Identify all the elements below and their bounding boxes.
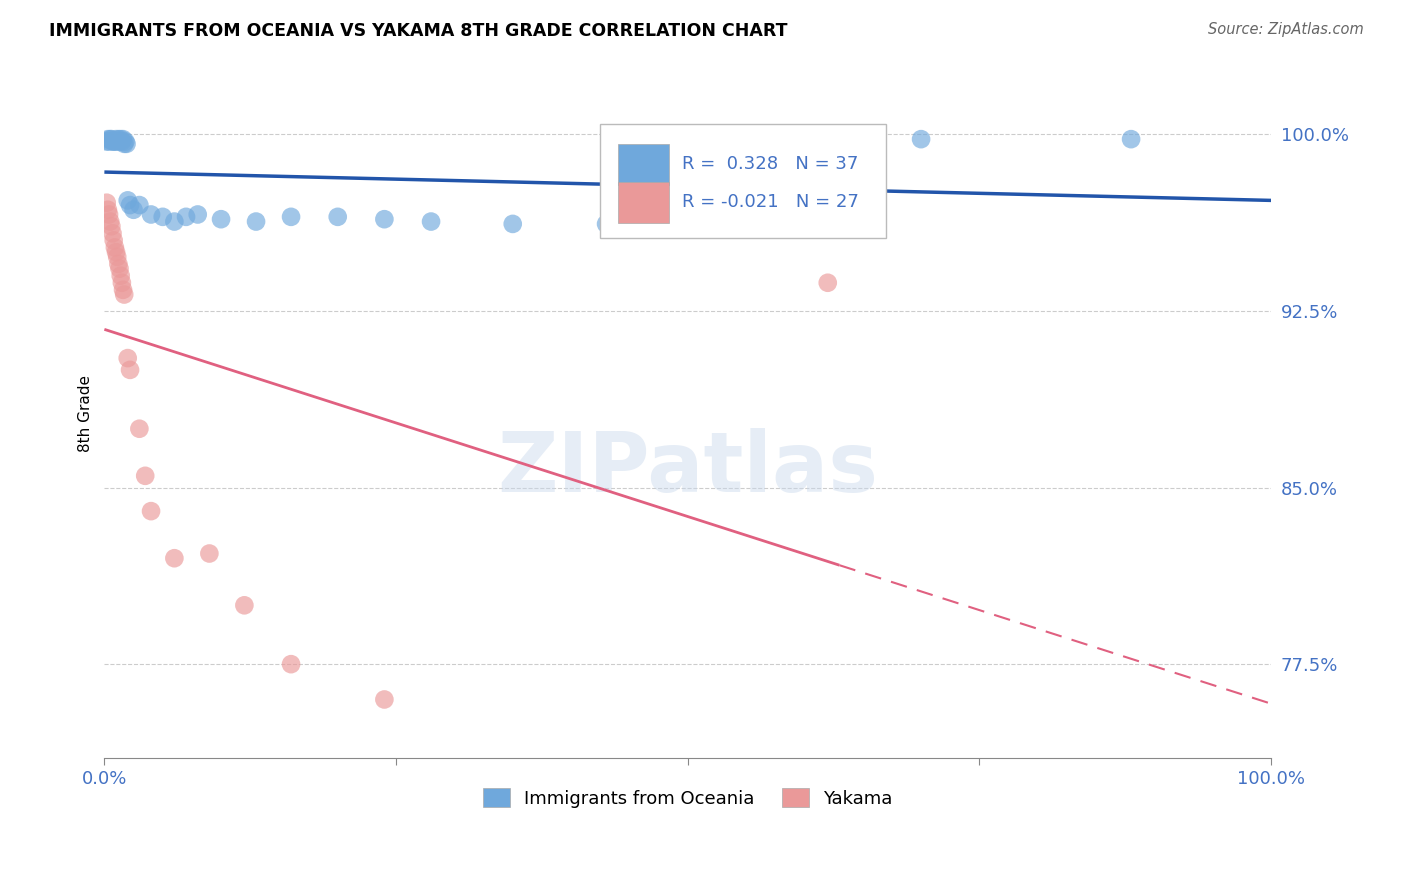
- Text: IMMIGRANTS FROM OCEANIA VS YAKAMA 8TH GRADE CORRELATION CHART: IMMIGRANTS FROM OCEANIA VS YAKAMA 8TH GR…: [49, 22, 787, 40]
- Point: [163, 214, 186, 228]
- Point: [96, 135, 118, 149]
- Point: [174, 210, 197, 224]
- Point: [128, 198, 150, 212]
- Point: [117, 194, 139, 208]
- Point: [502, 217, 524, 231]
- Y-axis label: 8th Grade: 8th Grade: [79, 375, 93, 452]
- Point: [97, 132, 120, 146]
- Legend: Immigrants from Oceania, Yakama: Immigrants from Oceania, Yakama: [475, 781, 900, 815]
- Point: [128, 422, 150, 436]
- Point: [910, 132, 932, 146]
- Point: [152, 210, 174, 224]
- Point: [373, 212, 395, 227]
- Point: [103, 135, 125, 149]
- Point: [108, 261, 131, 276]
- Point: [595, 217, 617, 231]
- Point: [112, 136, 135, 151]
- Text: R = -0.021   N = 27: R = -0.021 N = 27: [682, 193, 859, 211]
- Point: [112, 283, 135, 297]
- Point: [163, 551, 186, 566]
- Point: [139, 207, 162, 221]
- Point: [1119, 132, 1142, 146]
- Point: [326, 210, 349, 224]
- Point: [111, 135, 134, 149]
- Point: [118, 198, 141, 212]
- Point: [110, 268, 132, 283]
- Point: [420, 214, 443, 228]
- Point: [111, 276, 134, 290]
- Point: [112, 287, 135, 301]
- Point: [101, 227, 124, 241]
- Point: [105, 245, 128, 260]
- Point: [280, 210, 302, 224]
- Point: [118, 363, 141, 377]
- Point: [105, 135, 128, 149]
- Point: [107, 132, 129, 146]
- Point: [97, 202, 120, 217]
- FancyBboxPatch shape: [600, 124, 886, 237]
- Point: [115, 136, 138, 151]
- Point: [104, 135, 127, 149]
- Point: [280, 657, 302, 672]
- Point: [104, 240, 127, 254]
- Point: [245, 214, 267, 228]
- Point: [233, 599, 256, 613]
- Point: [817, 276, 839, 290]
- Point: [139, 504, 162, 518]
- Point: [122, 202, 145, 217]
- Point: [209, 212, 232, 227]
- Point: [107, 257, 129, 271]
- Point: [100, 219, 122, 234]
- Point: [117, 351, 139, 365]
- Point: [110, 132, 132, 146]
- Point: [108, 135, 131, 149]
- Text: Source: ZipAtlas.com: Source: ZipAtlas.com: [1208, 22, 1364, 37]
- Text: R =  0.328   N = 37: R = 0.328 N = 37: [682, 154, 858, 173]
- Point: [98, 135, 121, 149]
- Point: [105, 132, 128, 146]
- Point: [100, 132, 122, 146]
- Point: [198, 547, 221, 561]
- Point: [103, 233, 125, 247]
- Text: ZIPatlas: ZIPatlas: [498, 428, 879, 509]
- FancyBboxPatch shape: [617, 182, 669, 223]
- Point: [105, 250, 128, 264]
- Point: [98, 132, 121, 146]
- Point: [373, 692, 395, 706]
- Point: [96, 195, 118, 210]
- Point: [101, 135, 124, 149]
- Point: [98, 207, 121, 221]
- Point: [112, 132, 135, 146]
- Point: [114, 135, 136, 149]
- FancyBboxPatch shape: [617, 145, 669, 186]
- Point: [98, 214, 121, 228]
- Point: [187, 207, 209, 221]
- Point: [134, 468, 156, 483]
